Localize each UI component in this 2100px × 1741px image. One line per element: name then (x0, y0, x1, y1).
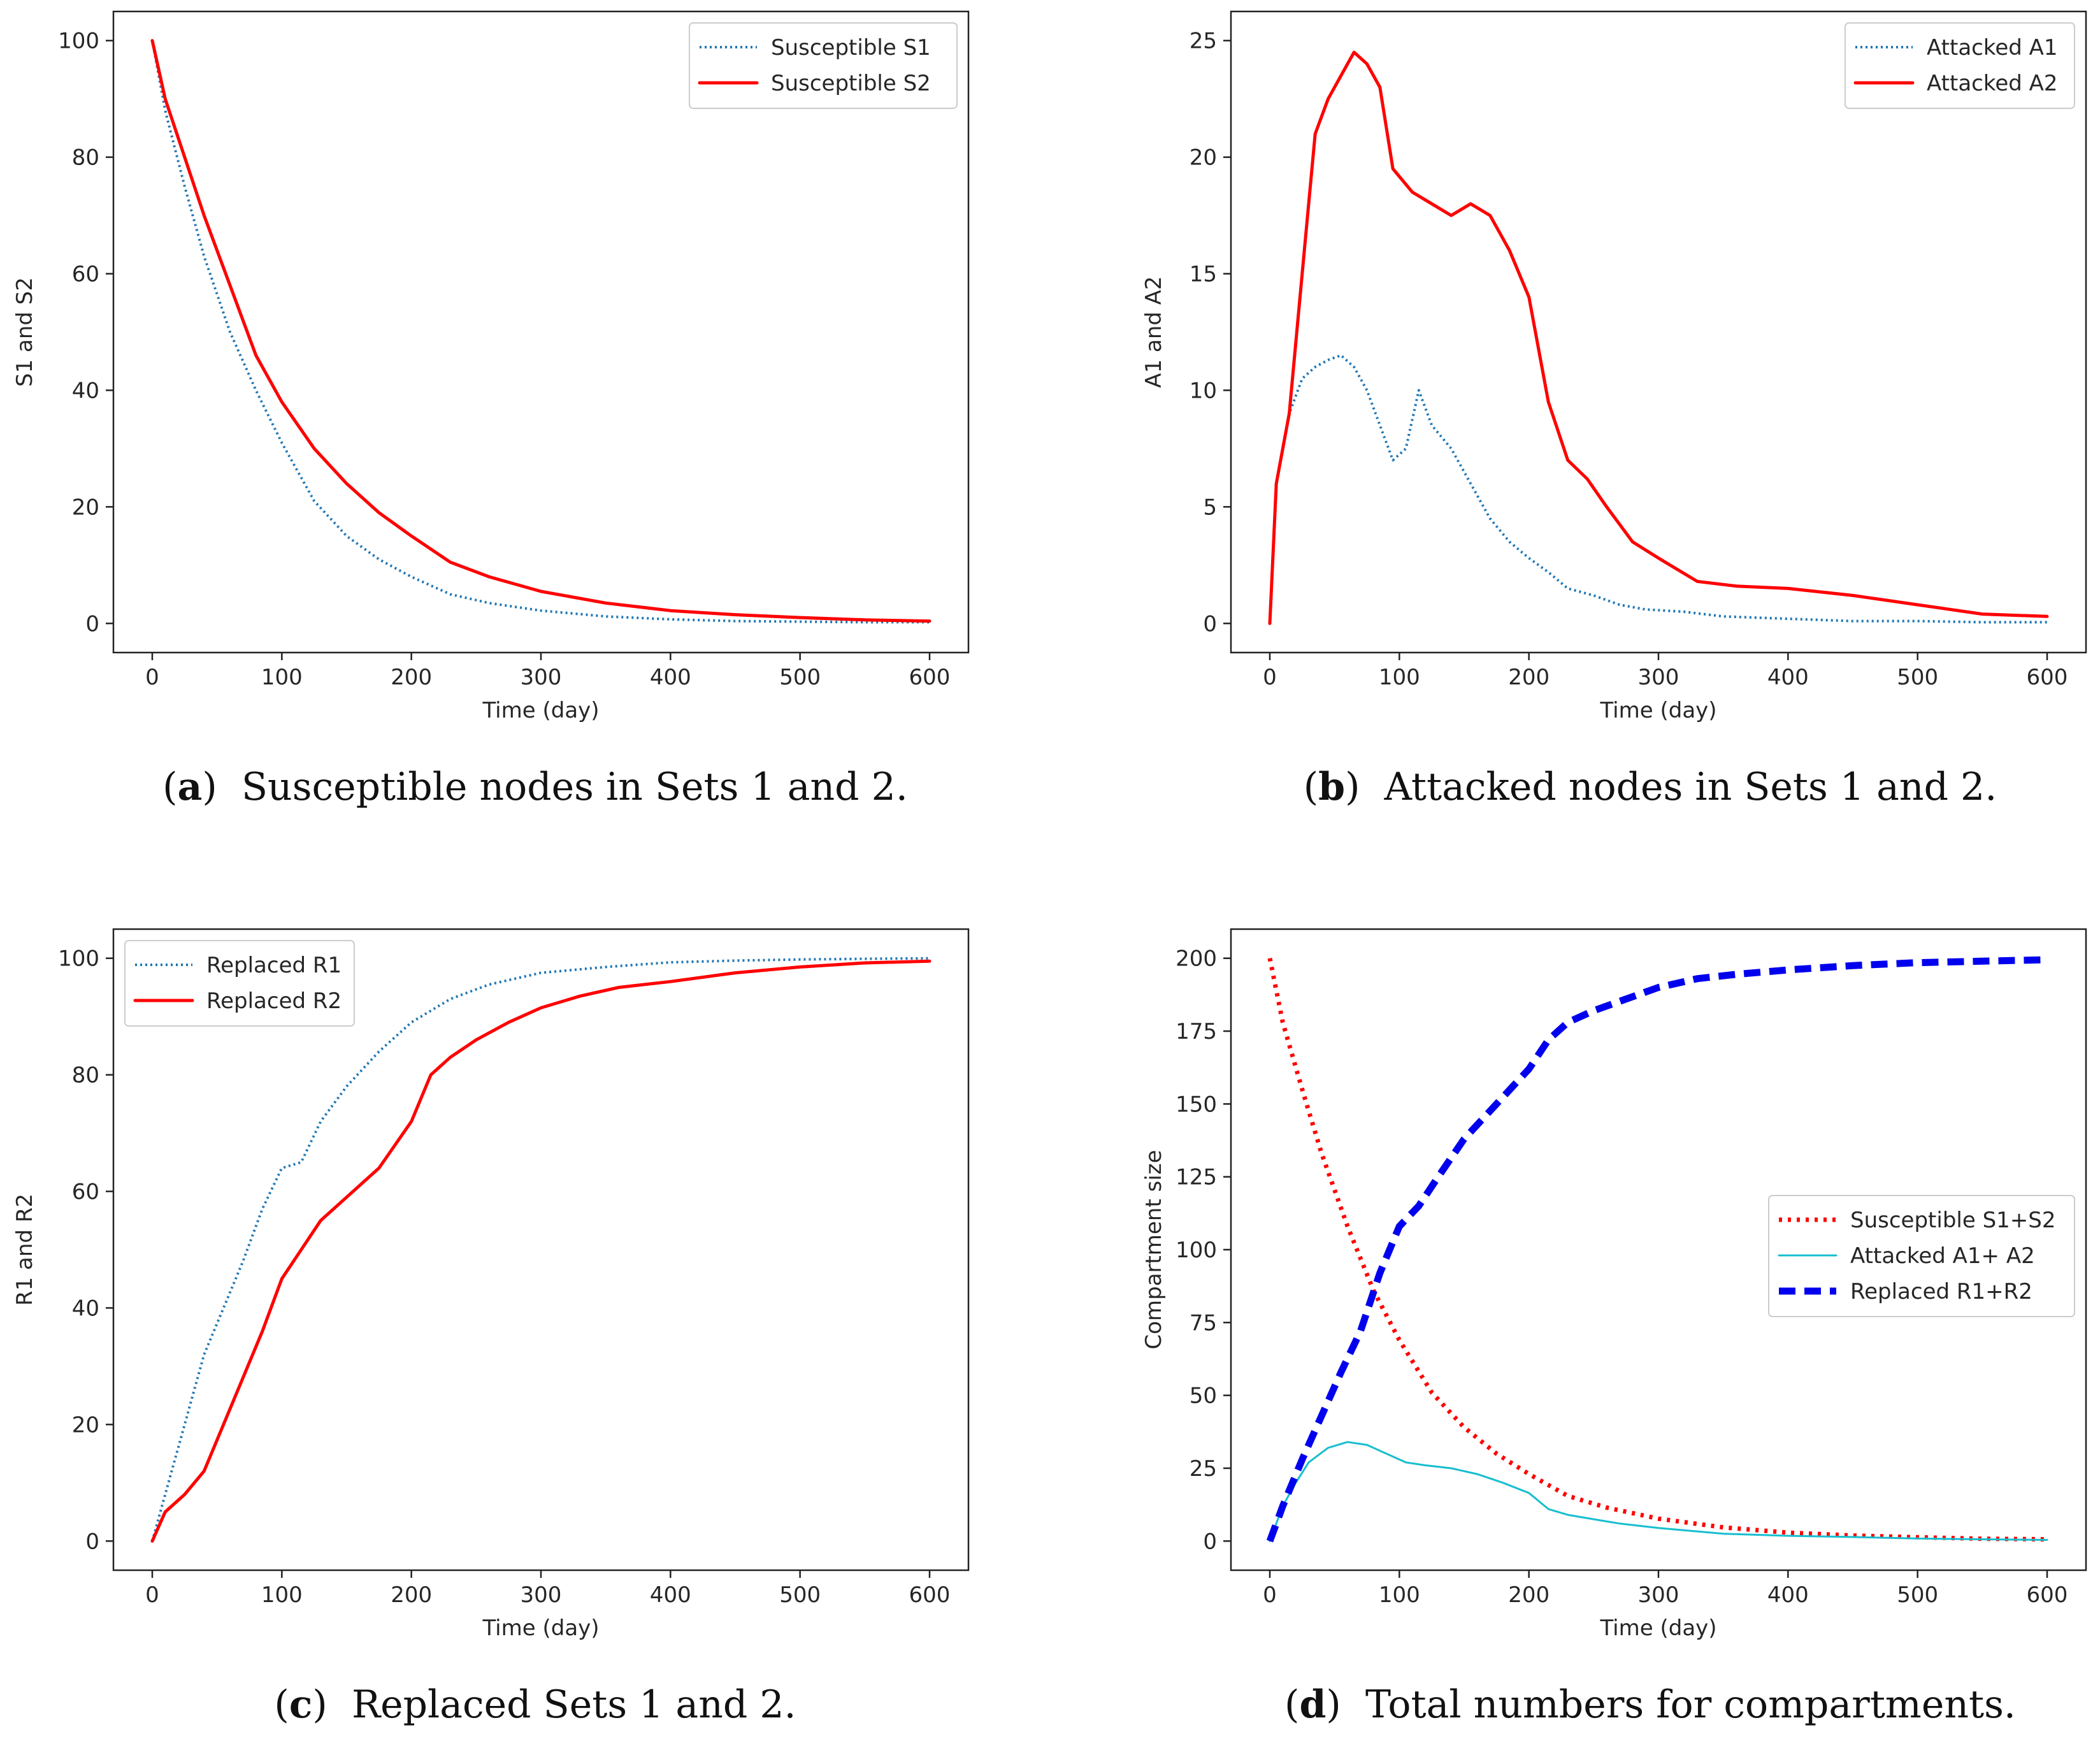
x-tick-label: 400 (1767, 665, 1809, 690)
x-axis-label: Time (day) (482, 698, 599, 723)
x-tick-label: 300 (521, 665, 562, 690)
x-tick-label: 100 (261, 665, 303, 690)
x-tick-label: 0 (145, 1582, 159, 1608)
y-tick-label: 80 (72, 1063, 99, 1088)
x-tick-label: 600 (909, 665, 951, 690)
x-tick-label: 500 (779, 665, 821, 690)
y-tick-label: 175 (1176, 1019, 1217, 1044)
x-tick-label: 0 (1263, 1582, 1277, 1608)
x-tick-label: 500 (1897, 1582, 1938, 1608)
chart-a: 0 100 200 300 400 500 600 0 20 40 60 80 100 Time (day… (12, 10, 970, 723)
x-tick-label: 400 (650, 665, 691, 690)
x-tick-label: 100 (1379, 1582, 1420, 1608)
legend-label: Attacked A1+ A2 (1850, 1243, 2035, 1269)
chart-b: 0 100 200 300 400 500 600 0 5 10 15 20 25 Time (day) A… (1141, 10, 2087, 723)
y-tick-label: 20 (72, 1412, 99, 1438)
y-tick-label: 50 (1190, 1383, 1217, 1409)
x-axis-label: Time (day) (482, 1615, 599, 1641)
series-line-susceptible-s2 (150, 39, 931, 623)
legend-label: Susceptible S2 (771, 71, 931, 96)
y-tick-label: 40 (72, 1296, 99, 1321)
legend-label: Replaced R2 (206, 988, 342, 1014)
y-tick-label: 100 (1176, 1238, 1217, 1263)
series-line-replaced-r1-r2 (1266, 956, 2048, 1543)
y-tick-label: 100 (58, 946, 99, 972)
y-tick-label: 200 (1176, 946, 1217, 972)
y-tick-label: 25 (1190, 1456, 1217, 1482)
series-line-replaced-r1 (151, 957, 930, 1542)
legend-label: Susceptible S1+S2 (1850, 1208, 2056, 1233)
caption-c: (c) Replaced Sets 1 and 2. (274, 1682, 796, 1727)
y-axis-label: Compartment size (1141, 1150, 1167, 1349)
x-tick-label: 300 (1638, 1582, 1679, 1608)
y-tick-label: 20 (1190, 145, 1217, 171)
legend-label: Attacked A1 (1927, 35, 2058, 61)
y-tick-label: 80 (72, 145, 99, 171)
y-axis-label: A1 and A2 (1141, 276, 1167, 387)
x-tick-label: 200 (1508, 1582, 1550, 1608)
y-tick-label: 20 (72, 495, 99, 520)
legend: Attacked A1 Attacked A2 (1845, 22, 2075, 109)
x-tick-label: 200 (391, 665, 432, 690)
series-line-attacked-a1 (1269, 354, 2047, 624)
x-tick-label: 300 (521, 1582, 562, 1608)
x-axis-label: Time (day) (1599, 1615, 1716, 1641)
x-tick-label: 600 (2027, 1582, 2068, 1608)
y-tick-label: 10 (1190, 378, 1217, 403)
series-line-susceptible-s1 (151, 40, 930, 624)
x-tick-label: 0 (145, 665, 159, 690)
legend: Susceptible S1+S2 Attacked A1+ A2 Replaced… (1768, 1195, 2075, 1317)
legend-box (1845, 22, 2075, 109)
x-tick-label: 0 (1263, 665, 1277, 690)
y-tick-label: 0 (85, 1529, 99, 1554)
caption-a: (a) Susceptible nodes in Sets 1 and 2. (162, 765, 908, 809)
legend-label: Replaced R1+R2 (1850, 1279, 2032, 1304)
x-tick-label: 100 (261, 1582, 303, 1608)
legend: Replaced R1 Replaced R2 (124, 940, 355, 1027)
y-axis-label: S1 and S2 (12, 277, 38, 387)
caption-d: (d) Total numbers for compartments. (1284, 1682, 2016, 1727)
legend-box (689, 22, 958, 109)
y-tick-label: 15 (1190, 262, 1217, 287)
series-line-attacked-a1-a2 (1269, 1441, 2048, 1542)
x-tick-label: 600 (909, 1582, 951, 1608)
series-line-replaced-r2 (150, 959, 931, 1543)
y-tick-label: 75 (1190, 1310, 1217, 1336)
y-tick-label: 125 (1176, 1165, 1217, 1190)
chart-d: 0 100 200 300 400 500 600 0 25 50 75 100 125 150 175 20… (1141, 928, 2087, 1641)
x-tick-label: 300 (1638, 665, 1679, 690)
x-tick-label: 100 (1379, 665, 1420, 690)
y-tick-label: 100 (58, 29, 99, 54)
legend-box (124, 940, 355, 1027)
y-tick-label: 5 (1203, 495, 1217, 520)
x-axis-label: Time (day) (1599, 698, 1716, 723)
series-line-susceptible-s1-s2 (1267, 958, 2048, 1542)
y-tick-label: 60 (72, 262, 99, 287)
x-tick-label: 200 (391, 1582, 432, 1608)
y-tick-label: 40 (72, 378, 99, 403)
y-tick-label: 0 (1203, 611, 1217, 637)
chart-c: 0 100 200 300 400 500 600 0 20 40 60 80 100 Time (day… (12, 928, 970, 1641)
y-axis-label: R1 and R2 (12, 1194, 38, 1306)
y-tick-label: 150 (1176, 1092, 1217, 1117)
legend-label: Attacked A2 (1927, 71, 2058, 96)
x-tick-label: 400 (650, 1582, 691, 1608)
legend-label: Susceptible S1 (771, 35, 931, 61)
legend: Susceptible S1 Susceptible S2 (689, 22, 958, 109)
legend-label: Replaced R1 (206, 953, 342, 978)
y-tick-label: 60 (72, 1180, 99, 1205)
legend-box (1768, 1195, 2075, 1317)
x-tick-label: 500 (779, 1582, 821, 1608)
series-line-attacked-a2 (1268, 50, 2049, 625)
x-tick-label: 400 (1767, 1582, 1809, 1608)
y-tick-label: 0 (85, 611, 99, 637)
x-tick-label: 600 (2027, 665, 2068, 690)
x-tick-label: 500 (1897, 665, 1938, 690)
y-tick-label: 0 (1203, 1529, 1217, 1554)
x-tick-label: 200 (1508, 665, 1550, 690)
caption-b: (b) Attacked nodes in Sets 1 and 2. (1303, 765, 1997, 809)
y-tick-label: 25 (1190, 29, 1217, 54)
